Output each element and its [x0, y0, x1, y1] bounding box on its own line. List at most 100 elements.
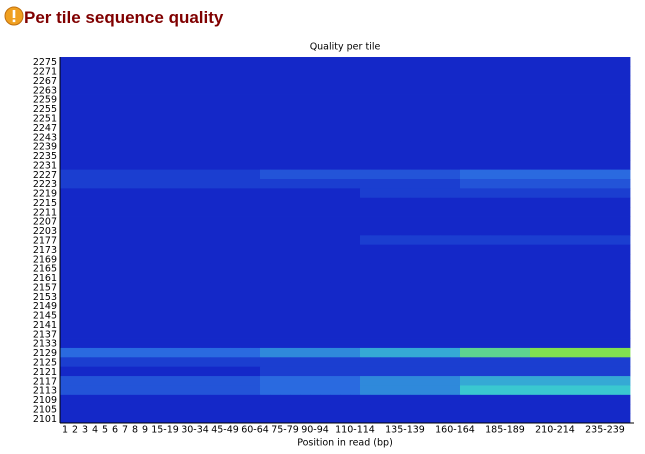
heat-cell	[500, 347, 511, 358]
heat-cell	[470, 169, 481, 180]
heat-cell	[190, 122, 201, 133]
heat-cell	[360, 169, 371, 180]
heat-cell	[500, 94, 511, 105]
heat-cell	[600, 366, 611, 377]
heat-cell	[230, 319, 241, 330]
heat-cell	[140, 347, 151, 358]
heat-cell	[540, 394, 551, 405]
heat-cell	[300, 394, 311, 405]
heat-cell	[60, 113, 71, 124]
heat-cell	[620, 103, 631, 114]
heat-cell	[250, 207, 261, 217]
heat-cell	[180, 113, 191, 124]
heat-cell	[240, 132, 251, 142]
heat-cell	[240, 385, 251, 396]
heat-cell	[170, 338, 181, 349]
heat-cell	[350, 179, 361, 189]
heat-cell	[190, 366, 201, 377]
heat-cell	[490, 132, 501, 142]
heat-cell	[190, 319, 201, 330]
heat-cell	[400, 394, 411, 405]
heat-cell	[140, 329, 151, 339]
heat-cell	[580, 225, 591, 236]
heat-cell	[530, 216, 541, 227]
y-tick-label: 2173	[33, 245, 57, 256]
heat-cell	[390, 94, 401, 105]
heat-cell	[440, 291, 451, 302]
heat-cell	[370, 329, 381, 339]
heat-cell	[410, 150, 421, 161]
heat-cell	[580, 244, 591, 255]
heat-cell	[500, 188, 511, 199]
heat-cell	[530, 94, 541, 105]
heat-cell	[180, 132, 191, 142]
heat-cell	[250, 385, 261, 396]
heat-cell	[370, 385, 381, 396]
heat-cell	[130, 225, 141, 236]
heat-cell	[370, 366, 381, 377]
heat-cell	[260, 338, 271, 349]
chart-title: Quality per tile	[310, 42, 381, 53]
heat-cell	[460, 357, 471, 368]
heat-cell	[360, 122, 371, 133]
heat-cell	[220, 329, 231, 339]
heat-cell	[390, 141, 401, 152]
heat-cell	[530, 329, 541, 339]
heat-cell	[520, 94, 531, 105]
heat-cell	[230, 103, 241, 114]
heat-cell	[370, 75, 381, 86]
heat-cell	[70, 338, 81, 349]
heat-cell	[610, 310, 621, 321]
heat-cell	[340, 272, 351, 283]
heat-cell	[170, 282, 181, 293]
heat-cell	[360, 75, 371, 86]
heat-cell	[300, 338, 311, 349]
heat-cell	[300, 179, 311, 189]
heat-cell	[450, 319, 461, 330]
y-tick-label: 2215	[33, 198, 57, 209]
heat-cell	[340, 103, 351, 114]
heat-cell	[220, 272, 231, 283]
heat-cell	[530, 169, 541, 180]
heat-cell	[100, 169, 111, 180]
heat-cell	[310, 301, 321, 311]
heat-cell	[380, 394, 391, 405]
heat-cell	[570, 207, 581, 217]
heat-cell	[460, 254, 471, 264]
heat-cell	[150, 113, 161, 124]
heat-cell	[550, 366, 561, 377]
heat-cell	[510, 122, 521, 133]
heat-cell	[570, 413, 581, 424]
heat-cell	[240, 225, 251, 236]
heat-cell	[580, 319, 591, 330]
heat-cell	[370, 122, 381, 133]
heat-cell	[250, 113, 261, 124]
heat-cell	[350, 319, 361, 330]
heat-cell	[540, 207, 551, 217]
heat-cell	[220, 263, 231, 274]
heat-cell	[460, 150, 471, 161]
heat-cell	[350, 338, 361, 349]
heat-cell	[560, 113, 571, 124]
heat-cell	[550, 357, 561, 368]
heat-cell	[90, 141, 101, 152]
heat-cell	[190, 263, 201, 274]
heat-cell	[460, 75, 471, 86]
heat-cell	[310, 197, 321, 208]
heat-cell	[320, 272, 331, 283]
heat-cell	[370, 357, 381, 368]
heat-cell	[140, 394, 151, 405]
heat-cell	[420, 85, 431, 95]
heat-cell	[320, 179, 331, 189]
heat-cell	[80, 160, 91, 171]
heat-cell	[110, 301, 121, 311]
heat-cell	[600, 122, 611, 133]
heat-cell	[490, 338, 501, 349]
heat-cell	[390, 122, 401, 133]
heat-cell	[60, 263, 71, 274]
heat-cell	[480, 122, 491, 133]
heat-cell	[450, 216, 461, 227]
heat-cell	[560, 141, 571, 152]
heat-cell	[430, 75, 441, 86]
heat-cell	[130, 141, 141, 152]
